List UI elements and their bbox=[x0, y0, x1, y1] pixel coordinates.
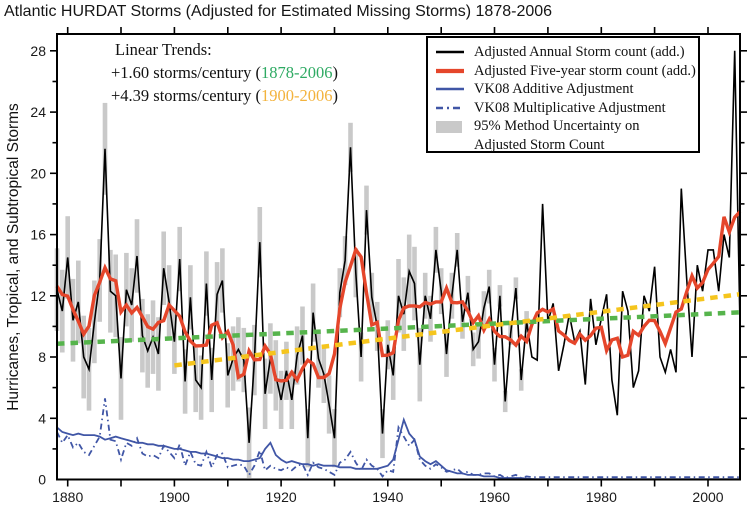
y-tick-label: 4 bbox=[38, 410, 46, 426]
trend-1-paren-open: ( bbox=[255, 63, 262, 82]
trend-1-paren-close: ) bbox=[332, 63, 339, 82]
trend-1-range: 1878-2006 bbox=[261, 63, 333, 82]
y-tick-label: 24 bbox=[30, 104, 46, 120]
legend: Adjusted Annual Storm count (add.) Adjus… bbox=[426, 36, 700, 153]
x-tick-label: 1960 bbox=[479, 489, 510, 505]
legend-item-uncertainty: 95% Method Uncertainty on Adjusted Storm… bbox=[435, 117, 692, 154]
y-tick-label: 8 bbox=[38, 349, 46, 365]
legend-label-annual: Adjusted Annual Storm count (add.) bbox=[474, 44, 685, 60]
five-year-line-swatch-icon bbox=[435, 62, 465, 81]
linear-trends-annotation: Linear Trends: +1.60 storms/century (187… bbox=[111, 38, 338, 107]
y-tick-label: 12 bbox=[30, 288, 46, 304]
additive-line-swatch-icon bbox=[435, 80, 465, 99]
legend-item-annual: Adjusted Annual Storm count (add.) bbox=[435, 43, 692, 62]
trend-2-text: +4.39 storms/century bbox=[111, 86, 256, 105]
annual-line-swatch-icon bbox=[435, 43, 465, 62]
page-title: Atlantic HURDAT Storms (Adjusted for Est… bbox=[4, 3, 553, 20]
five-year-mean-line bbox=[55, 210, 742, 384]
annual-storm-count-line bbox=[56, 50, 741, 443]
x-tick-label: 1920 bbox=[266, 489, 297, 505]
annotation-trend-2: +4.39 storms/century (1900-2006) bbox=[111, 84, 338, 107]
trend-2-paren-close: ) bbox=[332, 86, 339, 105]
x-tick-label: 1980 bbox=[586, 489, 617, 505]
y-tick-label: 16 bbox=[30, 227, 46, 243]
x-tick-label: 1900 bbox=[159, 489, 190, 505]
legend-item-multiplicative: VK08 Multiplicative Adjustment bbox=[435, 99, 692, 118]
multiplicative-line-swatch-icon bbox=[435, 99, 465, 118]
legend-label-uncertainty: 95% Method Uncertainty on Adjusted Storm… bbox=[474, 118, 640, 153]
y-tick-label: 28 bbox=[30, 43, 46, 59]
y-tick-label: 0 bbox=[38, 472, 46, 488]
annotation-trend-1: +1.60 storms/century (1878-2006) bbox=[111, 61, 338, 84]
y-axis-title: Hurricanes, Tropical, and Subtropical St… bbox=[5, 103, 22, 411]
x-tick-label: 1940 bbox=[372, 489, 403, 505]
legend-label-five-year: Adjusted Five-year storm count (add.) bbox=[474, 62, 696, 79]
x-tick-label: 2000 bbox=[692, 489, 723, 505]
plot-border bbox=[56, 33, 741, 481]
legend-item-five-year: Adjusted Five-year storm count (add.) bbox=[435, 62, 696, 81]
y-tick-label: 20 bbox=[30, 165, 46, 181]
trend-2-paren-open: ( bbox=[255, 86, 262, 105]
trend-line-1878-2006 bbox=[56, 310, 741, 346]
uncertainty-box-swatch-icon bbox=[435, 117, 465, 136]
annotation-heading: Linear Trends: bbox=[115, 40, 212, 59]
trend-line-1900-2006 bbox=[174, 292, 741, 368]
legend-item-additive: VK08 Additive Adjustment bbox=[435, 80, 692, 99]
trend-2-range: 1900-2006 bbox=[261, 86, 333, 105]
legend-label-additive: VK08 Additive Adjustment bbox=[474, 81, 634, 98]
x-tick-label: 1880 bbox=[52, 489, 83, 505]
trend-1-text: +1.60 storms/century bbox=[111, 63, 256, 82]
uncertainty-bar bbox=[182, 349, 188, 414]
legend-label-multiplicative: VK08 Multiplicative Adjustment bbox=[474, 99, 666, 116]
vk08-multiplicative-line bbox=[56, 398, 740, 479]
